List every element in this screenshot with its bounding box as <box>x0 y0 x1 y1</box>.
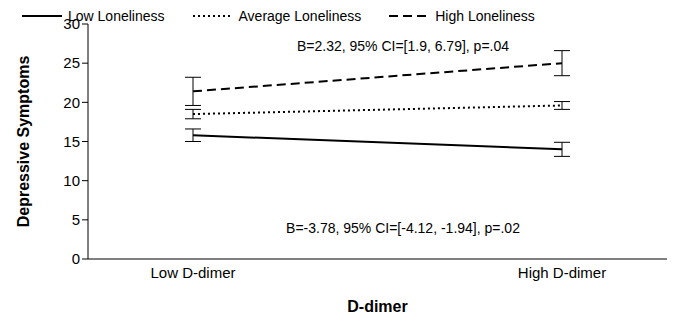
svg-text:25: 25 <box>63 54 80 71</box>
svg-text:0: 0 <box>72 250 80 267</box>
svg-text:D-dimer: D-dimer <box>347 298 407 315</box>
svg-text:Depressive Symptoms: Depressive Symptoms <box>15 56 32 228</box>
svg-text:10: 10 <box>63 172 80 189</box>
svg-text:High D-dimer: High D-dimer <box>518 264 606 281</box>
svg-text:20: 20 <box>63 94 80 111</box>
svg-text:5: 5 <box>72 211 80 228</box>
svg-text:Low D-dimer: Low D-dimer <box>150 264 235 281</box>
svg-text:30: 30 <box>63 15 80 32</box>
svg-text:15: 15 <box>63 133 80 150</box>
